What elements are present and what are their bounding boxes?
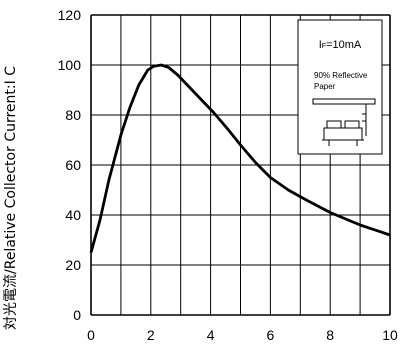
inset-box: IF=10mA 90% Reflective Paper bbox=[297, 19, 383, 155]
inset-line1: 90% Reflective bbox=[314, 71, 368, 80]
distance-marker-icon bbox=[362, 104, 367, 136]
y-tick-label: 80 bbox=[65, 107, 81, 123]
y-tick-label: 120 bbox=[58, 7, 82, 23]
x-tick-label: 10 bbox=[382, 327, 398, 343]
sensor-icon bbox=[322, 120, 364, 146]
y-axis-label: 対光電流/Relative Collector Current:I C bbox=[3, 66, 19, 330]
paper-icon bbox=[312, 98, 376, 105]
x-tick-label: 0 bbox=[87, 327, 95, 343]
y-tick-label: 0 bbox=[73, 307, 81, 323]
x-tick-label: 8 bbox=[326, 327, 334, 343]
y-tick-label: 60 bbox=[65, 157, 81, 173]
inset-line2: Paper bbox=[314, 82, 336, 91]
y-tick-label: 100 bbox=[58, 57, 82, 73]
condition-label: IF=10mA bbox=[319, 39, 362, 51]
series-line bbox=[89, 63, 391, 253]
x-tick-label: 6 bbox=[267, 327, 275, 343]
x-tick-label: 2 bbox=[147, 327, 155, 343]
y-tick-label: 20 bbox=[65, 257, 81, 273]
grid bbox=[90, 14, 391, 316]
x-tick-label: 4 bbox=[207, 327, 215, 343]
y-tick-label: 40 bbox=[65, 207, 81, 223]
